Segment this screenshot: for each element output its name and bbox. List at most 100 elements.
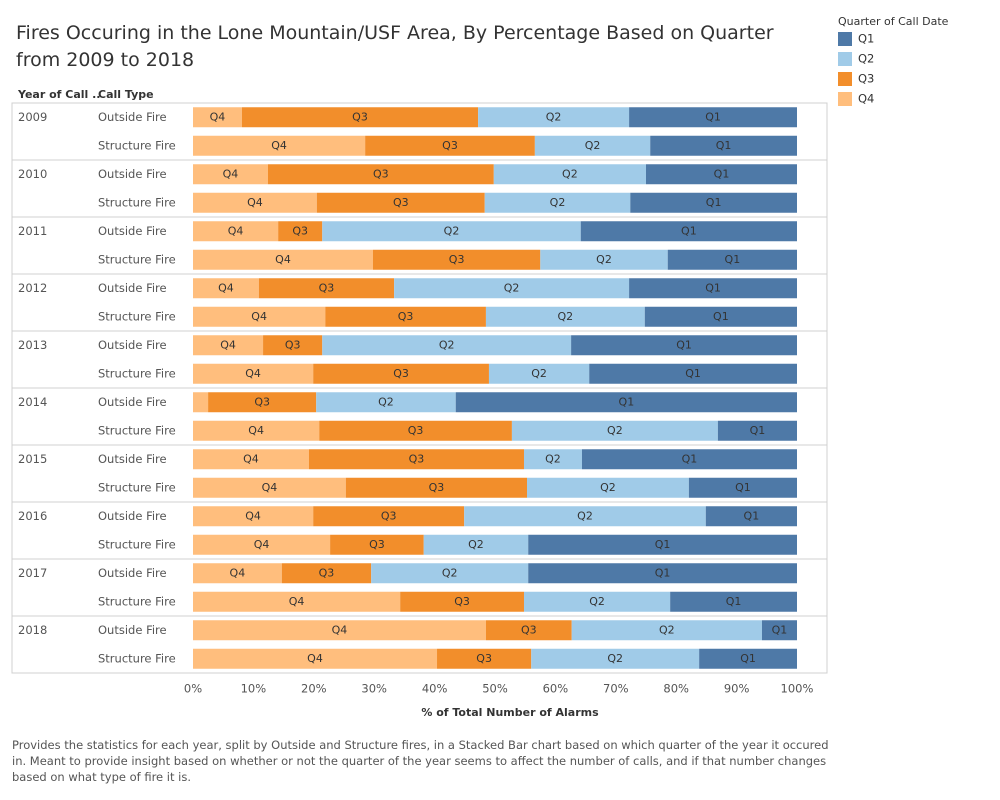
category-label: Outside Fire	[98, 509, 167, 523]
segment-label: Q2	[550, 196, 566, 209]
legend-label: Q2	[858, 52, 874, 66]
year-label: 2010	[18, 167, 47, 181]
bar-segment	[493, 164, 646, 185]
segment-label: Q4	[210, 110, 226, 123]
category-label: Structure Fire	[98, 537, 176, 551]
segment-label: Q2	[442, 566, 458, 579]
bar-segment	[534, 135, 651, 156]
year-label: 2017	[18, 566, 47, 580]
segment-label: Q1	[655, 538, 671, 551]
segment-label: Q1	[706, 196, 722, 209]
category-label: Structure Fire	[98, 309, 176, 323]
segment-label: Q1	[676, 338, 692, 351]
bar-segment	[571, 620, 762, 641]
segment-label: Q1	[705, 110, 721, 123]
segment-label: Q2	[596, 253, 612, 266]
segment-label: Q4	[220, 338, 236, 351]
bar-segment	[581, 449, 797, 470]
bar-segment	[464, 506, 706, 527]
segment-label: Q3	[254, 395, 270, 408]
year-label: 2015	[18, 452, 47, 466]
legend-label: Q4	[858, 92, 874, 106]
bar-segment	[484, 192, 631, 213]
bar-segment	[193, 420, 320, 441]
bar-segment	[523, 449, 582, 470]
bar-segment	[322, 335, 572, 356]
chart: Year of Call .. Call Type Quarter of Cal…	[11, 15, 949, 719]
segment-label: Q1	[735, 481, 751, 494]
legend-swatch	[838, 72, 852, 86]
bar-segment	[193, 135, 366, 156]
segment-label: Q2	[607, 652, 623, 665]
bar-segment	[313, 363, 489, 384]
bar-segment	[667, 249, 797, 270]
category-label: Structure Fire	[98, 480, 176, 494]
bar-segment	[717, 420, 797, 441]
bar-segment	[193, 363, 314, 384]
bar-segment	[193, 221, 279, 242]
bar-segment	[531, 648, 700, 669]
legend-title: Quarter of Call Date	[838, 15, 949, 28]
segment-label: Q3	[408, 424, 424, 437]
bar-segment	[630, 192, 797, 213]
bar-segment	[528, 534, 797, 555]
segment-label: Q3	[454, 595, 470, 608]
bar-segment	[372, 249, 541, 270]
bar-segment	[193, 563, 282, 584]
segment-label: Q1	[725, 253, 741, 266]
header-year: Year of Call ..	[17, 88, 101, 101]
year-label: 2014	[18, 395, 47, 409]
bar-segment	[193, 591, 401, 612]
segment-label: Q3	[393, 367, 409, 380]
bar-segment	[650, 135, 797, 156]
year-label: 2009	[18, 110, 47, 124]
segment-label: Q2	[531, 367, 547, 380]
bar-segment	[523, 591, 671, 612]
bar-segment	[193, 192, 317, 213]
bar-segment	[267, 164, 494, 185]
bar-segment	[761, 620, 797, 641]
segment-label: Q3	[373, 167, 389, 180]
x-tick-label: 0%	[184, 682, 202, 696]
category-label: Structure Fire	[98, 366, 176, 380]
bar-segment	[528, 563, 797, 584]
bar-segment	[281, 563, 372, 584]
x-tick-label: 20%	[301, 682, 327, 696]
category-label: Structure Fire	[98, 138, 176, 152]
x-tick-label: 90%	[724, 682, 750, 696]
bar-segment	[688, 477, 797, 498]
bar-segment	[485, 620, 572, 641]
bar-segment	[193, 477, 346, 498]
segment-label: Q1	[681, 224, 697, 237]
legend-label: Q3	[858, 72, 874, 86]
bar-segment	[365, 135, 535, 156]
bar-segment	[705, 506, 797, 527]
segment-label: Q2	[577, 509, 593, 522]
segment-label: Q2	[504, 281, 520, 294]
segment-label: Q1	[772, 623, 788, 636]
bar-segment	[325, 306, 486, 327]
segment-label: Q1	[740, 652, 756, 665]
bar-segment	[423, 534, 529, 555]
bar-segment	[371, 563, 529, 584]
bar-segment	[699, 648, 797, 669]
segment-label: Q1	[714, 167, 730, 180]
bar-segment	[319, 420, 512, 441]
segment-label: Q3	[352, 110, 368, 123]
segment-label: Q3	[449, 253, 465, 266]
year-label: 2012	[18, 281, 47, 295]
bar-segment	[263, 335, 323, 356]
x-tick-label: 40%	[422, 682, 448, 696]
bar-segment	[193, 449, 309, 470]
segment-label: Q4	[218, 281, 234, 294]
bar-segment	[589, 363, 797, 384]
bar-segment	[629, 278, 797, 299]
bar-segment	[646, 164, 797, 185]
segment-label: Q4	[245, 509, 261, 522]
bar-segment	[455, 392, 797, 413]
segment-label: Q3	[442, 139, 458, 152]
bar-segment	[258, 278, 395, 299]
segment-label: Q4	[271, 139, 287, 152]
bar-segment	[322, 221, 581, 242]
